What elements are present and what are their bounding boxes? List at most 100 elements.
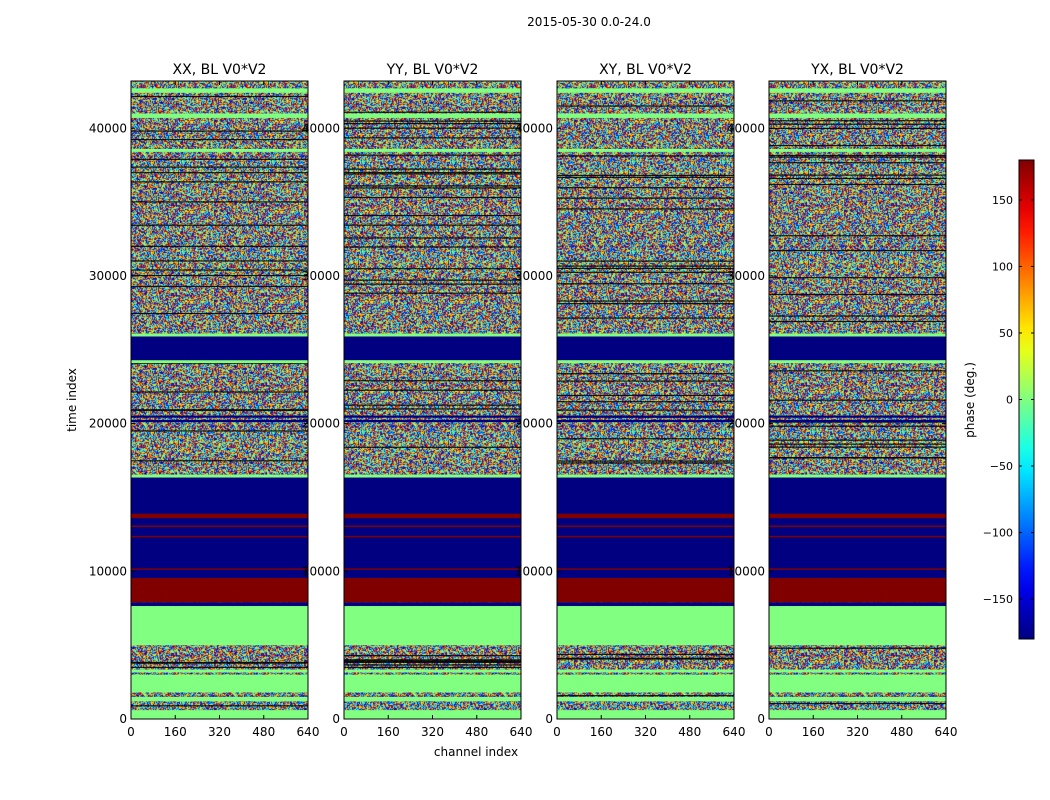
y-tick-label: 10000 bbox=[727, 564, 765, 578]
heatmap-panel-3: XY, BL V0*V2 0 160 320 480 640 0 10000 20000 3000… bbox=[515, 62, 746, 739]
colorbar-tick-label: 0 bbox=[1006, 394, 1013, 407]
flag-stripe bbox=[344, 154, 521, 156]
x-tick-label: 320 bbox=[421, 725, 444, 739]
colorbar-label: phase (deg.) bbox=[963, 362, 977, 438]
phase-band bbox=[557, 88, 734, 93]
flag-stripe bbox=[344, 168, 521, 170]
y-tick-label: 20000 bbox=[89, 417, 127, 431]
flag-stripe bbox=[769, 443, 946, 445]
phase-band bbox=[769, 568, 946, 570]
phase-band bbox=[344, 669, 521, 673]
heatmap-panel-1: XX, BL V0*V2 0 160 320 480 640 0 10000 20000 3000… bbox=[65, 62, 319, 739]
heatmap-cells bbox=[344, 81, 521, 719]
flag-stripe bbox=[769, 277, 946, 279]
x-tick-label: 640 bbox=[510, 725, 533, 739]
y-tick-label: 40000 bbox=[727, 121, 765, 135]
flag-stripe bbox=[557, 105, 734, 107]
phase-band bbox=[557, 148, 734, 152]
flag-stripe bbox=[769, 144, 946, 147]
flag-stripe bbox=[131, 181, 308, 183]
phase-band bbox=[769, 88, 946, 93]
flag-stripe bbox=[557, 271, 734, 273]
flag-stripe bbox=[344, 380, 521, 382]
phase-band bbox=[344, 360, 521, 364]
phase-band bbox=[344, 477, 521, 578]
flag-stripe bbox=[131, 662, 308, 664]
phase-band bbox=[131, 577, 308, 603]
flag-stripe bbox=[557, 462, 734, 464]
y-tick-label: 0 bbox=[545, 712, 553, 726]
flag-stripe bbox=[557, 657, 734, 659]
phase-band bbox=[769, 333, 946, 337]
flag-stripe bbox=[769, 123, 946, 125]
flag-stripe bbox=[131, 661, 308, 664]
flag-stripe bbox=[131, 260, 308, 262]
flag-stripe bbox=[769, 100, 946, 102]
x-tick-label: 480 bbox=[678, 725, 701, 739]
flag-stripe bbox=[344, 660, 521, 662]
flag-stripe bbox=[769, 647, 946, 649]
x-tick-label: 0 bbox=[127, 725, 135, 739]
flag-stripe bbox=[769, 235, 946, 237]
flag-stripe bbox=[769, 370, 946, 372]
phase-band bbox=[769, 606, 946, 646]
phase-band bbox=[131, 360, 308, 364]
flag-stripe bbox=[557, 438, 734, 440]
flag-stripe bbox=[131, 430, 308, 432]
y-tick-label: 10000 bbox=[515, 564, 553, 578]
flag-stripe bbox=[344, 237, 521, 239]
flag-stripe bbox=[344, 246, 521, 248]
heatmap-cells bbox=[131, 81, 308, 719]
flag-stripe bbox=[557, 176, 734, 178]
panel-title: YY, BL V0*V2 bbox=[386, 62, 479, 78]
phase-band bbox=[344, 602, 521, 607]
flag-stripe bbox=[557, 373, 734, 375]
flag-stripe bbox=[769, 446, 946, 448]
colorbar-tick-label: −150 bbox=[983, 593, 1013, 606]
flag-stripe bbox=[769, 177, 946, 180]
y-tick-label: 0 bbox=[119, 712, 127, 726]
y-tick-label: 40000 bbox=[515, 121, 553, 135]
flag-stripe bbox=[769, 162, 946, 164]
x-tick-label: 160 bbox=[590, 725, 613, 739]
flag-stripe bbox=[131, 245, 308, 247]
phase-band bbox=[557, 113, 734, 118]
flag-stripe bbox=[769, 127, 946, 130]
colorbar-tick-label: 50 bbox=[999, 327, 1013, 340]
flag-stripe bbox=[557, 653, 734, 655]
phase-band bbox=[557, 577, 734, 603]
colorbar: 150 100 50 0 −50 −100 −150 phase (deg.) bbox=[963, 159, 1035, 640]
flag-stripe bbox=[131, 224, 308, 226]
phase-band bbox=[131, 696, 308, 702]
y-tick-label: 20000 bbox=[727, 417, 765, 431]
phase-band bbox=[769, 113, 946, 118]
flag-stripe bbox=[344, 655, 521, 657]
phase-band bbox=[769, 474, 946, 478]
flag-stripe bbox=[769, 183, 946, 186]
figure-suptitle: 2015-05-30 0.0-24.0 bbox=[527, 15, 651, 29]
colorbar-tick-label: −100 bbox=[983, 527, 1013, 540]
flag-stripe bbox=[769, 174, 946, 176]
phase-band bbox=[131, 513, 308, 519]
flag-stripe bbox=[131, 201, 308, 203]
heatmap-panel-2: YY, BL V0*V2 0 160 320 480 640 0 10000 20000 3000… bbox=[302, 62, 533, 759]
x-tick-label: 160 bbox=[377, 725, 400, 739]
y-tick-label: 30000 bbox=[89, 269, 127, 283]
phase-band bbox=[131, 88, 308, 93]
heatmap-panel-4: YX, BL V0*V2 0 160 320 480 640 0 10000 20000 3000… bbox=[727, 62, 958, 739]
phase-band bbox=[344, 568, 521, 570]
phase-band bbox=[769, 477, 946, 578]
y-axis-label: time index bbox=[65, 368, 79, 432]
flag-stripe bbox=[344, 446, 521, 448]
flag-stripe bbox=[557, 401, 734, 403]
flag-stripe bbox=[769, 702, 946, 705]
flag-stripe bbox=[344, 292, 521, 294]
phase-band bbox=[769, 148, 946, 152]
flag-stripe bbox=[344, 279, 521, 281]
phase-band bbox=[769, 696, 946, 702]
flag-stripe bbox=[557, 283, 734, 285]
x-tick-label: 0 bbox=[340, 725, 348, 739]
phase-band bbox=[557, 669, 734, 673]
phase-band bbox=[769, 669, 946, 673]
